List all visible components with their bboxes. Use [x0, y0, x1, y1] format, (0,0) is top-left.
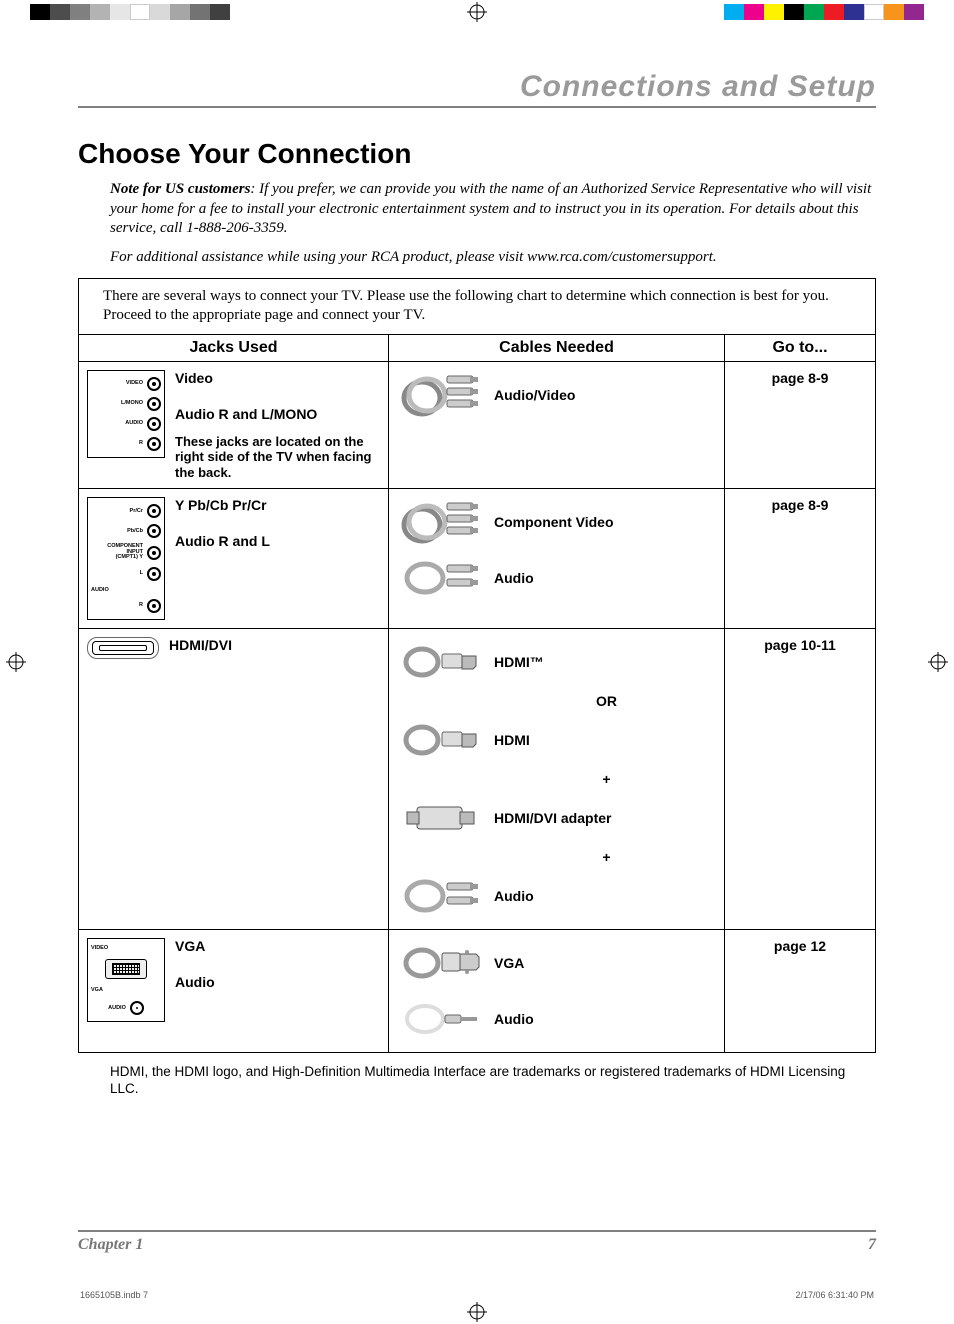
jack-panel-icon: VIDEO VGA AUDIO: [87, 938, 165, 1022]
print-filename: 1665105B.indb 7: [80, 1290, 148, 1300]
cable-label: HDMI: [494, 732, 530, 748]
chart-row: VIDEOL/MONOAUDIOR Video Audio R and L/MONO…: [79, 362, 875, 490]
registration-mark-icon: [928, 652, 948, 672]
column-header: Cables Needed: [389, 335, 725, 361]
trademark-footnote: HDMI, the HDMI logo, and High-Definition…: [110, 1063, 876, 1098]
cable-item: HDMI/DVI adapter: [397, 793, 716, 843]
cable-label: Audio/Video: [494, 387, 575, 403]
jack-label: HDMI/DVI: [169, 637, 232, 653]
jack-label: VGA: [175, 938, 215, 954]
cable-icon: [397, 553, 482, 603]
cable-icon: [397, 994, 482, 1044]
section-title: Choose Your Connection: [78, 138, 876, 170]
cable-item: HDMI: [397, 715, 716, 765]
cable-label: Audio: [494, 570, 534, 586]
assist-line: For additional assistance while using yo…: [110, 249, 876, 266]
cable-item: Audio: [397, 871, 716, 921]
print-timestamp: 2/17/06 6:31:40 PM: [795, 1290, 874, 1300]
cable-item: Audio/Video: [397, 370, 716, 420]
goto-cell: page 8-9: [725, 362, 875, 489]
jack-sublabel: These jacks are located on the right sid…: [175, 434, 380, 481]
jack-label: Audio: [175, 974, 215, 990]
column-header: Go to...: [725, 335, 875, 361]
registration-mark-icon: [6, 652, 26, 672]
cable-item: Audio: [397, 994, 716, 1044]
chart-row: VIDEO VGA AUDIO VGA Audio VGA Audio page …: [79, 930, 875, 1052]
page-content: Connections and Setup Choose Your Connec…: [78, 70, 876, 1254]
cable-item: Audio: [397, 553, 716, 603]
footer-chapter: Chapter 1: [78, 1236, 143, 1254]
footer-page-number: 7: [868, 1236, 876, 1254]
page-footer: Chapter 1 7: [78, 1230, 876, 1254]
cable-label: VGA: [494, 955, 524, 971]
chart-header-row: Jacks Used Cables Needed Go to...: [79, 335, 875, 362]
cable-item: VGA: [397, 938, 716, 988]
calibration-bar-right: [724, 4, 924, 20]
print-footer: 1665105B.indb 7 2/17/06 6:31:40 PM: [80, 1290, 874, 1300]
cable-item: HDMI™: [397, 637, 716, 687]
calibration-bar-left: [30, 4, 230, 20]
jack-panel-icon: Pr/CrPb/CbCOMPONENT INPUT (CMPT1) YLAUDI…: [87, 497, 165, 620]
jack-label: Video: [175, 370, 380, 386]
cable-label: HDMI™: [494, 654, 544, 670]
cable-separator: OR: [397, 693, 716, 709]
cable-separator: +: [397, 771, 716, 787]
cable-icon: [397, 871, 482, 921]
hdmi-port-icon: [87, 637, 159, 659]
cable-separator: +: [397, 849, 716, 865]
registration-mark-icon: [467, 2, 487, 22]
cable-item: Component Video: [397, 497, 716, 547]
chart-row: Pr/CrPb/CbCOMPONENT INPUT (CMPT1) YLAUDI…: [79, 489, 875, 629]
jack-label: Audio R and L/MONO: [175, 406, 380, 422]
cable-label: Audio: [494, 1011, 534, 1027]
cable-icon: [397, 938, 482, 988]
column-header: Jacks Used: [79, 335, 389, 361]
cable-icon: [397, 497, 482, 547]
cable-label: HDMI/DVI adapter: [494, 810, 611, 826]
cable-icon: [397, 793, 482, 843]
goto-cell: page 8-9: [725, 489, 875, 628]
chart-row: HDMI/DVI HDMI™ OR HDMI + HDMI/DVI adapter +…: [79, 629, 875, 930]
jack-label: Audio R and L: [175, 533, 270, 549]
jack-panel-icon: VIDEOL/MONOAUDIOR: [87, 370, 165, 458]
chapter-header: Connections and Setup: [78, 70, 876, 108]
cable-icon: [397, 637, 482, 687]
cable-icon: [397, 715, 482, 765]
note-block: Note for US customers: If you prefer, we…: [110, 180, 872, 239]
cable-label: Audio: [494, 888, 534, 904]
cable-label: Component Video: [494, 514, 614, 530]
chart-intro: There are several ways to connect your T…: [79, 279, 875, 335]
cable-icon: [397, 370, 482, 420]
registration-mark-icon: [467, 1302, 487, 1322]
goto-cell: page 10-11: [725, 629, 875, 929]
jack-label: Y Pb/Cb Pr/Cr: [175, 497, 270, 513]
goto-cell: page 12: [725, 930, 875, 1052]
note-lead: Note for US customers: [110, 181, 250, 197]
connection-chart: There are several ways to connect your T…: [78, 278, 876, 1053]
